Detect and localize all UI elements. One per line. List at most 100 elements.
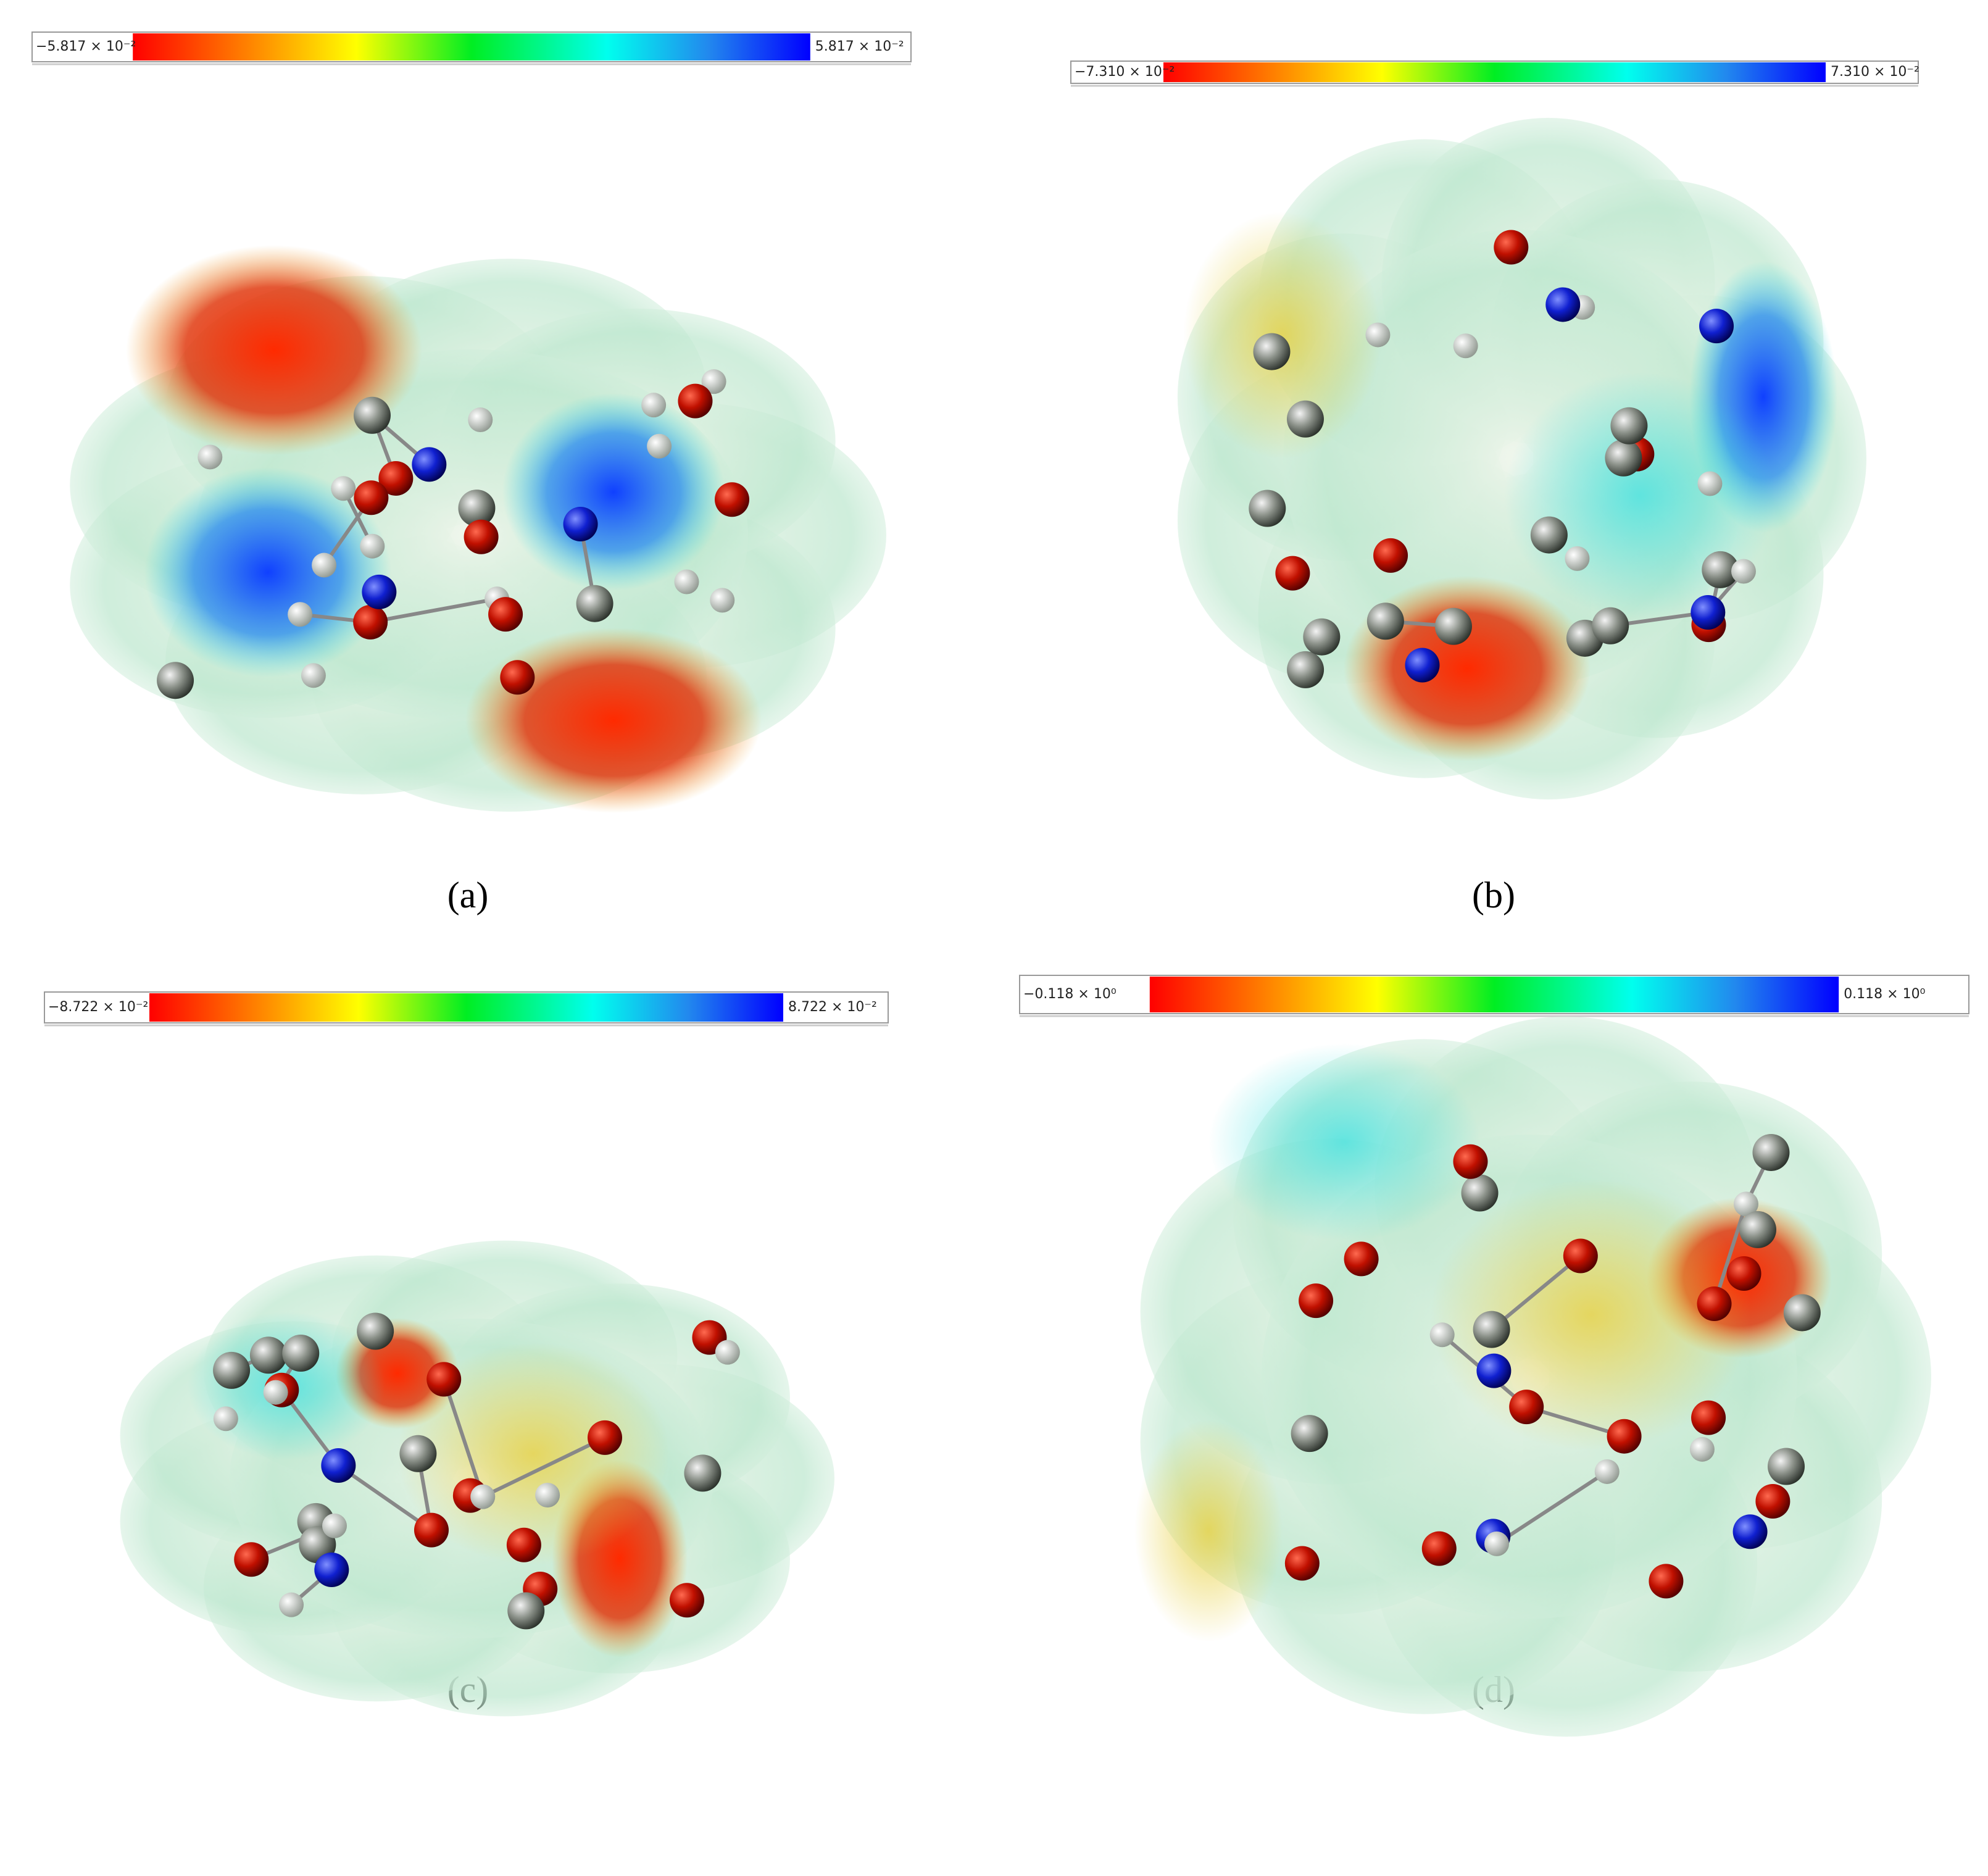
atom xyxy=(288,602,313,627)
atom xyxy=(1509,1390,1544,1425)
atom xyxy=(468,407,493,433)
atom xyxy=(1303,618,1341,656)
atom xyxy=(1344,1241,1379,1277)
colorbar xyxy=(133,33,810,60)
atom xyxy=(414,1512,449,1548)
panel: −5.817 × 10⁻² 5.817 × 10⁻² (a) xyxy=(31,31,912,915)
atom xyxy=(360,533,385,559)
atom xyxy=(249,1336,287,1374)
atom xyxy=(701,369,726,394)
atom xyxy=(458,490,496,527)
atom xyxy=(282,1335,320,1372)
atom xyxy=(1563,1238,1598,1274)
atom xyxy=(1545,287,1581,322)
atom xyxy=(1373,538,1408,573)
atom xyxy=(1768,1448,1805,1485)
atom xyxy=(1649,1564,1684,1599)
atom xyxy=(1287,651,1325,688)
potential-lobe xyxy=(1134,1420,1283,1642)
scale-min: −7.310 × 10⁻² xyxy=(1075,64,1175,80)
bond xyxy=(337,1464,433,1532)
atom xyxy=(1461,1174,1499,1212)
atom xyxy=(1592,607,1629,644)
atom xyxy=(1366,602,1404,640)
atom xyxy=(535,1482,560,1507)
atom xyxy=(507,1592,545,1630)
atom xyxy=(1484,1531,1510,1556)
atom xyxy=(1733,1191,1758,1217)
atom xyxy=(1752,1133,1790,1171)
scale-min: −0.118 × 10⁰ xyxy=(1023,986,1117,1002)
atom xyxy=(1453,333,1478,359)
atom xyxy=(715,1340,740,1365)
atom xyxy=(1494,230,1529,265)
atom xyxy=(1594,1459,1620,1484)
atom xyxy=(1421,1531,1457,1566)
potential-lobe xyxy=(1208,1043,1480,1241)
atom xyxy=(678,383,713,419)
atom xyxy=(321,1448,356,1483)
atom xyxy=(1453,1144,1488,1179)
bond xyxy=(370,597,497,624)
bond xyxy=(1712,1203,1748,1304)
atom xyxy=(1476,1353,1512,1388)
atom xyxy=(1365,322,1391,348)
atom xyxy=(1702,551,1739,588)
atom xyxy=(1286,400,1324,438)
atom xyxy=(1429,1322,1455,1348)
atom xyxy=(1284,1546,1320,1581)
atom xyxy=(1607,1419,1642,1454)
scale-max: 7.310 × 10⁻² xyxy=(1831,64,1919,80)
atom xyxy=(362,574,397,609)
potential-lobe xyxy=(144,467,391,677)
colorbar xyxy=(1163,62,1826,82)
scale-min: −8.722 × 10⁻² xyxy=(48,999,148,1015)
atom xyxy=(1691,1400,1726,1435)
atom xyxy=(1726,1256,1761,1291)
atom xyxy=(1691,594,1726,630)
atom xyxy=(1253,333,1291,370)
atom xyxy=(669,1583,704,1618)
atom xyxy=(1731,559,1756,584)
atom xyxy=(213,1351,251,1389)
atom xyxy=(378,461,414,496)
atom xyxy=(1689,1436,1715,1462)
atom xyxy=(399,1435,437,1472)
potential-lobe xyxy=(1431,1179,1752,1451)
atom xyxy=(198,444,223,470)
atom xyxy=(331,476,356,501)
bond xyxy=(481,1436,606,1499)
atom xyxy=(1434,607,1472,645)
scale-max: 0.118 × 10⁰ xyxy=(1844,986,1925,1002)
atom xyxy=(576,585,613,622)
atom xyxy=(412,447,447,482)
atom xyxy=(1699,309,1734,344)
panel: −7.310 × 10⁻² 7.310 × 10⁻² (b) xyxy=(1070,60,1919,915)
atom xyxy=(1697,1286,1732,1322)
potential-lobe xyxy=(502,393,725,591)
atom xyxy=(684,1454,722,1492)
atom xyxy=(563,507,598,542)
atom xyxy=(470,1484,496,1509)
atom xyxy=(213,1406,238,1432)
atom xyxy=(1605,439,1642,477)
scale-max: 5.817 × 10⁻² xyxy=(815,39,904,54)
atom xyxy=(1697,471,1723,496)
atom xyxy=(500,660,535,695)
atom xyxy=(1473,1311,1510,1348)
atom xyxy=(506,1527,541,1562)
atom xyxy=(710,588,735,613)
atom xyxy=(641,393,667,418)
atom xyxy=(353,604,388,640)
bond xyxy=(1490,1254,1582,1331)
potential-lobe xyxy=(1183,212,1381,459)
scale-min: −5.817 × 10⁻² xyxy=(36,39,136,54)
potential-lobe xyxy=(465,628,762,813)
atom xyxy=(354,480,389,515)
panel-label: (a) xyxy=(447,875,489,915)
atom xyxy=(588,1420,623,1455)
atom xyxy=(322,1513,347,1538)
atom xyxy=(301,663,326,688)
atom xyxy=(312,552,337,578)
